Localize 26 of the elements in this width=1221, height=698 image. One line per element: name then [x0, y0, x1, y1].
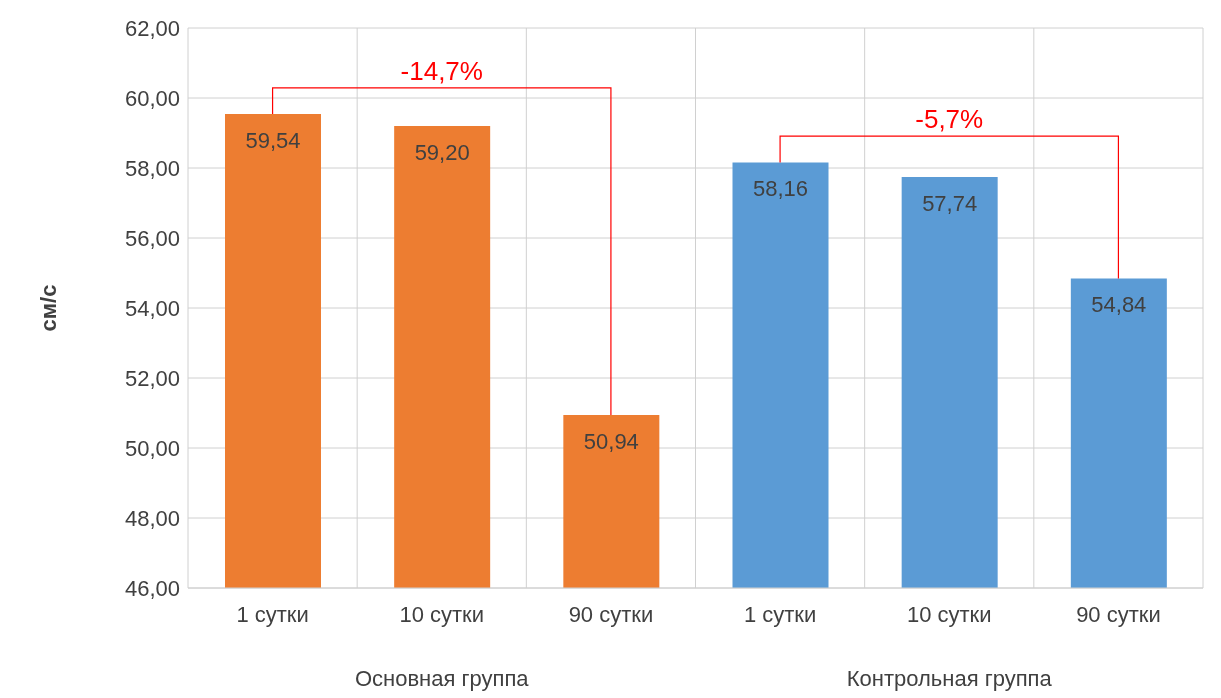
x-tick-label: 10 сутки [399, 601, 485, 627]
x-tick-label: 1 сутки [236, 601, 309, 627]
annotation: -5,7% [915, 104, 984, 135]
data-label: 59,54 [245, 127, 301, 153]
x-tick-label: 90 сутки [1076, 601, 1161, 627]
y-tick-label: 56,00 [124, 225, 180, 251]
y-axis-title: см/с [35, 284, 61, 332]
y-tick-label: 48,00 [124, 505, 180, 531]
data-label: 58,16 [752, 176, 809, 202]
x-tick-label: 90 сутки [568, 601, 654, 627]
text: Контрольная группа [846, 666, 1053, 691]
y-tick-label: 50,00 [124, 435, 180, 461]
x-tick-label: 10 сутки [906, 601, 992, 627]
y-tick-label: 54,00 [124, 295, 180, 321]
y-tick-label: 60,00 [124, 85, 180, 111]
data-label: 59,20 [414, 139, 470, 165]
data-label: 54,84 [1091, 292, 1147, 318]
y-tick-label: 58,00 [124, 155, 180, 181]
y-tick-label: 52,00 [124, 365, 180, 391]
data-label: 57,74 [922, 190, 978, 216]
x-tick-label: 1 сутки [743, 601, 817, 627]
data-label: 50,94 [583, 428, 639, 454]
text: Основная группа [354, 666, 530, 691]
y-tick-label: 62,00 [124, 15, 180, 41]
y-tick-label: 46,00 [124, 575, 180, 601]
annotation: -14,7% [400, 55, 483, 86]
